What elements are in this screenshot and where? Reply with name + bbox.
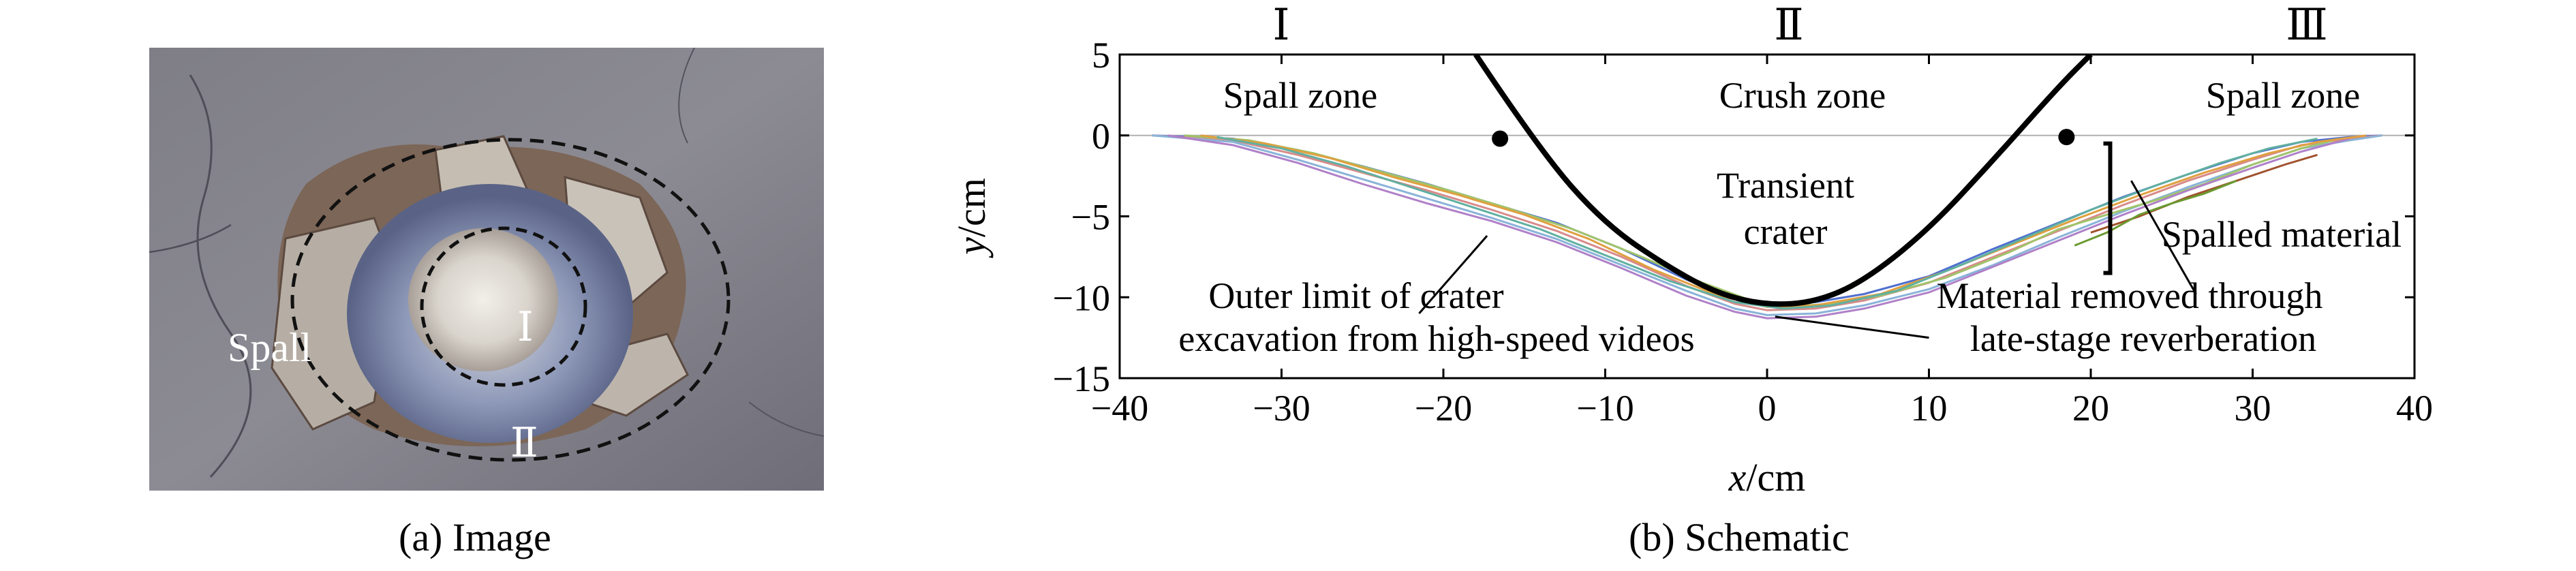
spall-label: Spall — [228, 325, 311, 370]
y-tick-label: −5 — [1071, 197, 1110, 238]
x-tick-label: 0 — [1758, 388, 1777, 429]
y-tick-label: 0 — [1092, 116, 1110, 157]
transient-crater-label-line2: crater — [1744, 211, 1828, 252]
outer-limit-label-line1: Outer limit of crater — [1208, 275, 1503, 316]
surface-crack — [678, 47, 695, 144]
reference-point — [1492, 130, 1509, 147]
x-tick-label: −40 — [1091, 388, 1148, 429]
image-caption: (a) Image — [399, 515, 551, 559]
x-tick-label: 10 — [1911, 388, 1948, 429]
zone-i-boundary — [420, 226, 587, 387]
x-tick-label: 40 — [2396, 388, 2433, 429]
y-tick-label: −15 — [1053, 358, 1110, 399]
y-tick-label: 5 — [1092, 35, 1110, 76]
y-axis-unit: /cm — [949, 178, 994, 237]
transient-crater-curve — [1473, 55, 2093, 307]
zone-label-spall-right: Spall zone — [2206, 75, 2360, 116]
reference-point — [2058, 129, 2075, 146]
material-removed-label-line2: late-stage reverberation — [1970, 318, 2316, 359]
spalled-material-bracket — [2103, 141, 2113, 275]
crater-profile-line — [1216, 136, 2318, 310]
x-axis-title: x/cm — [1728, 455, 1806, 499]
x-tick-label: 30 — [2235, 388, 2271, 429]
series-layer — [1152, 55, 2382, 339]
y-tick-label: −10 — [1053, 277, 1110, 318]
y-axis-var: y — [949, 237, 994, 258]
crater-photo: Spall Ⅰ Ⅱ — [149, 47, 825, 491]
zone-numeral-ii: Ⅱ — [1774, 1, 1804, 49]
crater-profile-line — [1168, 134, 2350, 320]
region-i-label: Ⅰ — [517, 305, 534, 350]
zone-numeral-iii: Ⅲ — [2286, 1, 2328, 49]
crater-photo-drawing: Spall Ⅰ Ⅱ — [149, 47, 825, 491]
surface-crack — [189, 74, 252, 478]
profile-group — [1152, 55, 2382, 320]
crater-profile-line — [1152, 134, 2382, 316]
zone-label-crush: Crush zone — [1719, 75, 1886, 116]
crater-profile-line — [2074, 179, 2237, 247]
spalled-material-label: Spalled material — [2162, 214, 2402, 255]
x-tick-label: −10 — [1576, 388, 1634, 429]
zone-numeral-i: Ⅰ — [1272, 1, 1289, 49]
zone-label-spall-left: Spall zone — [1223, 75, 1377, 116]
x-tick-label: −30 — [1253, 388, 1310, 429]
overlay-layer: Ⅰ Ⅱ Ⅲ Spall zone Crush zone Spall zone T… — [949, 1, 2402, 499]
zone-ii-boundary — [290, 138, 731, 462]
chart-caption: (b) Schematic — [1629, 515, 1850, 559]
surface-crack — [149, 223, 232, 253]
outer-limit-leader — [1418, 235, 1488, 314]
region-ii-label: Ⅱ — [510, 420, 538, 465]
x-axis-unit: /cm — [1746, 455, 1805, 499]
outer-limit-label-line2: excavation from high-speed videos — [1178, 318, 1694, 359]
surface-crack — [748, 401, 825, 437]
x-tick-label: 20 — [2072, 388, 2109, 429]
x-axis-var: x — [1728, 455, 1747, 499]
spalled-material-leader — [2130, 180, 2197, 295]
y-axis-title: y/cm — [949, 178, 994, 258]
x-tick-label: −20 — [1415, 388, 1472, 429]
material-removed-leader — [1775, 315, 1929, 339]
crater-core — [408, 228, 558, 371]
material-removed-label-line1: Material removed through — [1937, 275, 2323, 316]
transient-crater-label-line1: Transient — [1717, 165, 1854, 206]
